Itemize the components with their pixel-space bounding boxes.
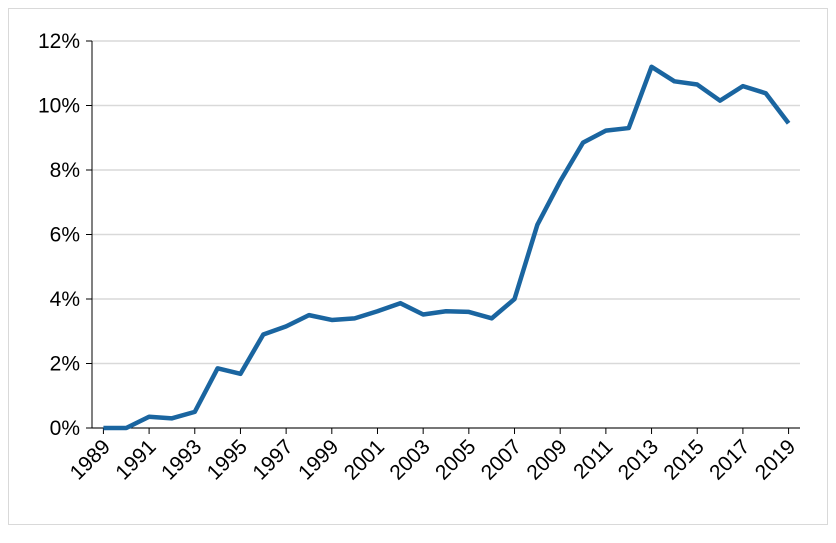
- x-tick-label: 2017: [705, 435, 754, 484]
- x-tick-label: 2019: [751, 435, 800, 484]
- x-tick-label: 1997: [248, 435, 297, 484]
- x-tick-label: 2007: [477, 435, 526, 484]
- y-tick-label: 8%: [50, 159, 80, 182]
- y-tick-label: 6%: [50, 224, 80, 247]
- x-tick-label: 2003: [385, 435, 434, 484]
- x-tick-label: 1991: [111, 435, 160, 484]
- y-tick-label: 0%: [50, 417, 80, 440]
- x-tick-label: 2005: [431, 435, 480, 484]
- chart-frame: [8, 8, 828, 525]
- x-tick-label: 1993: [157, 435, 206, 484]
- x-tick-label: 2001: [340, 435, 389, 484]
- y-tick-label: 12%: [38, 30, 80, 53]
- x-tick-label: 1989: [66, 435, 115, 484]
- y-tick-label: 4%: [50, 288, 80, 311]
- x-tick-label: 2015: [659, 435, 708, 484]
- x-tick-label: 2009: [522, 435, 571, 484]
- x-tick-label: 2013: [614, 435, 663, 484]
- y-tick-label: 10%: [38, 95, 80, 118]
- x-tick-label: 1999: [294, 435, 343, 484]
- x-tick-label: 1995: [203, 435, 252, 484]
- x-tick-label: 2011: [569, 435, 617, 483]
- y-tick-label: 2%: [50, 353, 80, 376]
- data-line: [103, 64, 791, 431]
